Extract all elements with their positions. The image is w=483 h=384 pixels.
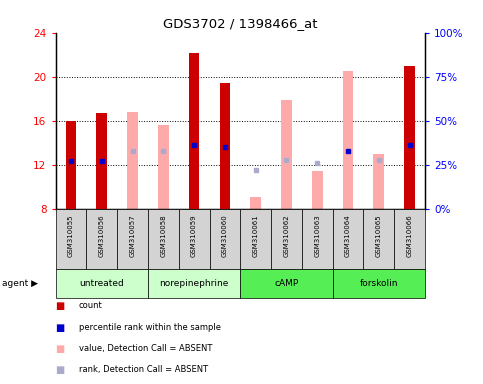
Bar <box>302 209 333 269</box>
Text: GSM310057: GSM310057 <box>129 214 136 257</box>
Bar <box>219 83 230 209</box>
Text: cAMP: cAMP <box>274 279 298 288</box>
Bar <box>281 100 292 209</box>
Bar <box>189 53 199 209</box>
Bar <box>271 209 302 269</box>
Text: norepinephrine: norepinephrine <box>159 279 229 288</box>
Bar <box>250 197 261 209</box>
Text: agent ▶: agent ▶ <box>2 279 39 288</box>
Text: GSM310064: GSM310064 <box>345 214 351 257</box>
Text: GSM310062: GSM310062 <box>284 214 289 257</box>
Text: ■: ■ <box>56 323 65 333</box>
Text: GSM310056: GSM310056 <box>99 214 105 257</box>
Bar <box>342 71 354 209</box>
Text: ■: ■ <box>56 365 65 375</box>
Bar <box>312 170 323 209</box>
Text: GSM310060: GSM310060 <box>222 214 228 257</box>
Text: GSM310066: GSM310066 <box>407 214 412 257</box>
Text: forskolin: forskolin <box>360 279 398 288</box>
Text: untreated: untreated <box>79 279 124 288</box>
Bar <box>96 113 107 209</box>
Bar <box>117 209 148 269</box>
Text: value, Detection Call = ABSENT: value, Detection Call = ABSENT <box>79 344 212 353</box>
Text: percentile rank within the sample: percentile rank within the sample <box>79 323 221 331</box>
Bar <box>373 154 384 209</box>
Bar <box>56 209 86 269</box>
Bar <box>394 209 425 269</box>
Bar <box>86 209 117 269</box>
Bar <box>240 269 333 298</box>
Text: ■: ■ <box>56 301 65 311</box>
Bar <box>148 209 179 269</box>
Text: GSM310055: GSM310055 <box>68 214 74 257</box>
Bar <box>240 209 271 269</box>
Text: GSM310058: GSM310058 <box>160 214 166 257</box>
Text: ■: ■ <box>56 344 65 354</box>
Bar <box>66 121 76 209</box>
Bar <box>210 209 240 269</box>
Text: GSM310063: GSM310063 <box>314 214 320 257</box>
Bar <box>333 209 364 269</box>
Bar <box>158 126 169 209</box>
Text: count: count <box>79 301 102 310</box>
Bar <box>148 269 241 298</box>
Text: rank, Detection Call = ABSENT: rank, Detection Call = ABSENT <box>79 365 208 374</box>
Bar <box>179 209 210 269</box>
Text: GSM310059: GSM310059 <box>191 214 197 257</box>
Bar <box>404 66 415 209</box>
Text: GDS3702 / 1398466_at: GDS3702 / 1398466_at <box>163 17 317 30</box>
Text: GSM310061: GSM310061 <box>253 214 259 257</box>
Bar <box>333 269 425 298</box>
Bar <box>364 209 394 269</box>
Text: GSM310065: GSM310065 <box>376 214 382 257</box>
Bar <box>56 269 148 298</box>
Bar <box>127 112 138 209</box>
